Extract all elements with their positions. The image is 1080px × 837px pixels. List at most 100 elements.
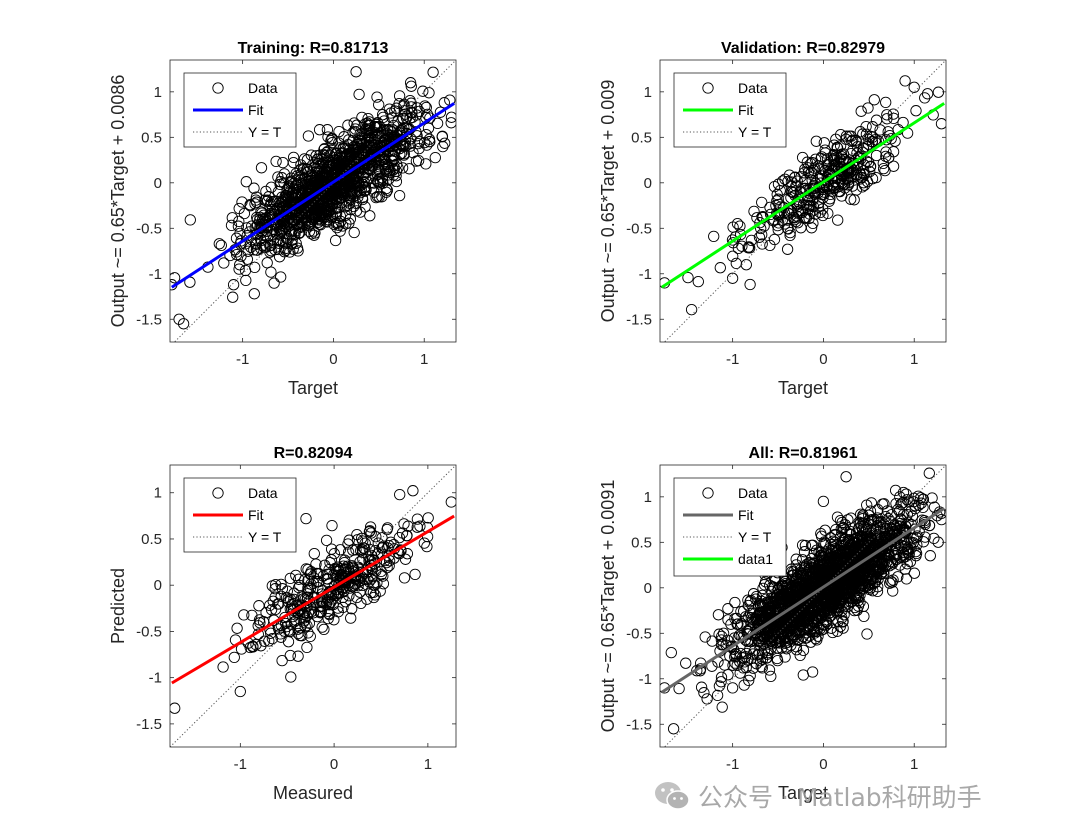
data-point xyxy=(392,115,404,127)
legend-marker xyxy=(212,82,224,94)
data-point xyxy=(717,639,729,651)
data-point xyxy=(744,278,756,291)
data-point xyxy=(312,176,325,189)
chart-title: Training: R=0.81713 xyxy=(238,40,389,57)
data-point xyxy=(342,156,355,168)
data-point xyxy=(413,142,425,155)
data-point xyxy=(906,510,919,522)
data-point xyxy=(774,599,786,612)
data-point xyxy=(260,606,272,619)
data-point xyxy=(401,530,413,542)
data-point xyxy=(792,193,804,206)
data-point xyxy=(332,602,344,614)
data-point xyxy=(756,662,768,674)
data-point xyxy=(772,224,784,236)
data-point xyxy=(738,679,750,691)
data-point xyxy=(872,546,884,559)
data-point xyxy=(756,196,768,209)
data-point xyxy=(345,181,357,193)
data-point xyxy=(265,266,277,278)
data-point xyxy=(332,586,344,598)
data-point xyxy=(339,596,352,608)
data-point xyxy=(872,528,884,541)
data-point xyxy=(334,210,346,222)
data-point xyxy=(393,531,406,544)
fit-line xyxy=(660,507,946,694)
data-point xyxy=(897,552,909,564)
data-point xyxy=(308,198,320,210)
data-point xyxy=(797,669,809,681)
data-point xyxy=(420,158,432,170)
data-point xyxy=(257,239,269,252)
data-point xyxy=(405,80,417,92)
data-point xyxy=(422,512,434,524)
data-point xyxy=(321,124,334,136)
y-tick-label: -1 xyxy=(639,671,652,688)
data-point xyxy=(743,241,755,253)
data-point xyxy=(810,613,823,626)
data-point xyxy=(821,175,833,187)
data-point xyxy=(806,174,818,186)
data-point xyxy=(310,567,323,580)
data-point xyxy=(296,185,309,197)
data-point xyxy=(731,217,744,230)
data-point xyxy=(850,527,863,539)
data-point xyxy=(234,259,246,271)
data-point xyxy=(358,144,371,156)
data-point xyxy=(429,151,441,164)
data-point xyxy=(285,671,297,683)
data-point xyxy=(270,155,282,168)
data-point xyxy=(817,209,829,222)
data-point xyxy=(302,180,315,193)
data-point xyxy=(880,146,892,158)
legend: Data Fit Y = T data1 xyxy=(673,477,787,577)
data-point xyxy=(398,518,410,530)
x-tick-label: 0 xyxy=(329,351,337,368)
data-point xyxy=(354,135,366,147)
data-point xyxy=(779,173,791,185)
data-point xyxy=(315,214,327,226)
data-point xyxy=(837,622,849,634)
data-point xyxy=(393,90,406,102)
data-point xyxy=(311,610,324,623)
x-tick-label: -1 xyxy=(726,756,739,773)
data-point xyxy=(379,163,392,176)
data-point xyxy=(896,497,908,509)
data-point xyxy=(783,617,795,630)
data-point xyxy=(282,636,295,648)
data-point xyxy=(268,223,280,236)
data-point xyxy=(747,588,760,600)
test-chart: -1 0 1 1 0.5 0 -0.5 -1 -1.5 R=0.82094 Measured Pred… xyxy=(108,445,457,803)
data-point xyxy=(881,505,894,517)
data-point xyxy=(411,513,424,525)
data-point xyxy=(862,102,874,114)
x-tick-label: 0 xyxy=(819,756,827,773)
y-tick-label: 1 xyxy=(154,84,162,101)
data-point xyxy=(794,619,806,631)
data-point xyxy=(908,567,921,579)
data-point xyxy=(809,576,821,588)
data-point xyxy=(854,173,866,185)
data-point xyxy=(316,153,328,165)
data-point xyxy=(296,630,308,642)
data-point xyxy=(286,215,298,227)
data-point xyxy=(343,153,355,165)
data-point xyxy=(802,564,814,576)
data-point xyxy=(378,540,390,552)
data-point xyxy=(928,532,940,545)
data-point xyxy=(233,202,245,215)
data-point xyxy=(240,274,252,287)
data-point xyxy=(301,641,313,654)
data-point xyxy=(363,543,376,556)
data-point xyxy=(288,587,300,599)
data-point xyxy=(361,593,373,605)
y-tick-label: -0.5 xyxy=(136,220,162,237)
data-point xyxy=(308,547,320,560)
data-point xyxy=(184,214,196,226)
data-point xyxy=(827,535,839,547)
data-point xyxy=(880,150,892,163)
data-point xyxy=(859,544,871,557)
data-point xyxy=(377,578,390,590)
data-point xyxy=(227,291,239,303)
data-point xyxy=(255,206,267,218)
